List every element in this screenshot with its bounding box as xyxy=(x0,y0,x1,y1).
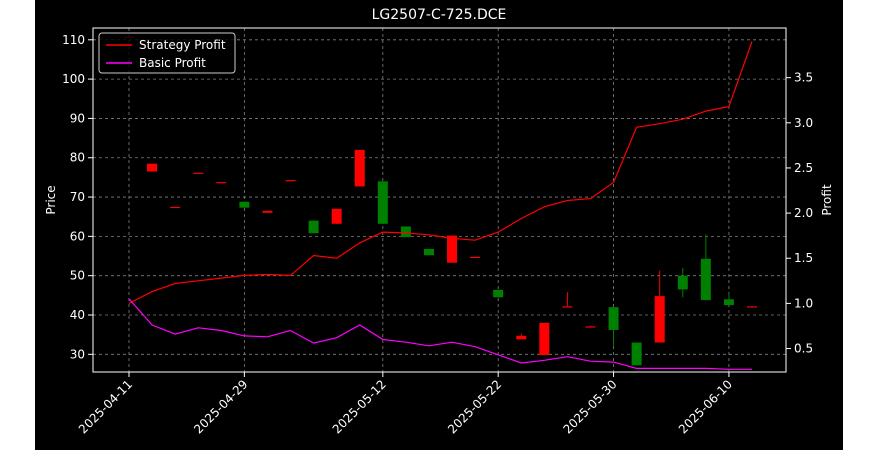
series-line-strategy-profit xyxy=(128,41,753,304)
candle-body xyxy=(400,226,411,238)
y-axis-label-right: Profit xyxy=(820,184,834,216)
y-tick-label-right: 0.5 xyxy=(794,342,813,356)
candle-body xyxy=(747,306,757,308)
y-tick-label-right: 3.0 xyxy=(794,116,813,130)
y-tick-label-right: 1.5 xyxy=(794,251,813,265)
candle-body xyxy=(147,163,158,172)
candle-body xyxy=(562,306,573,308)
candle-body xyxy=(354,149,365,187)
candle-body xyxy=(239,201,250,208)
y-tick-label-left: 80 xyxy=(70,151,85,165)
grid-lines xyxy=(93,28,786,372)
candle-body xyxy=(585,326,596,328)
candle-body xyxy=(677,275,688,290)
legend-label: Basic Profit xyxy=(139,56,206,70)
candle-body xyxy=(723,299,734,306)
candle-body xyxy=(493,289,504,298)
y-tick-label-right: 2.0 xyxy=(794,206,813,220)
x-tick-label: 2025-05-30 xyxy=(560,377,619,436)
chart-title: LG2507-C-725.DCE xyxy=(372,7,507,23)
y-tick-label-left: 110 xyxy=(62,33,85,47)
candle-body xyxy=(608,307,619,330)
x-tick-label: 2025-05-12 xyxy=(330,377,389,436)
y-tick-label-left: 70 xyxy=(70,190,85,204)
profit-lines xyxy=(128,41,753,370)
series-line-basic-profit xyxy=(128,298,752,370)
candle-body xyxy=(631,342,642,366)
candle-body xyxy=(516,335,527,340)
plot-frame xyxy=(92,27,787,373)
candle-body xyxy=(423,248,434,256)
y-tick-label-right: 3.5 xyxy=(794,71,813,85)
candle-body xyxy=(447,235,458,263)
y-tick-label-right: 1.0 xyxy=(794,296,813,310)
candle-body xyxy=(700,258,711,301)
y-tick-label-right: 2.5 xyxy=(794,161,813,175)
y-tick-label-left: 50 xyxy=(70,269,85,283)
axes: 2025-04-11 2025-04-29 2025-05-12 2025-05-22… xyxy=(62,33,813,437)
x-tick-label: 2025-06-10 xyxy=(676,377,735,436)
candle-body xyxy=(470,256,481,259)
y-tick-label-left: 40 xyxy=(70,308,85,322)
y-axis-label-left: Price xyxy=(44,185,58,214)
candle-body xyxy=(285,180,296,182)
candles xyxy=(124,36,757,366)
candle-body xyxy=(308,220,319,234)
x-tick-label: 2025-04-11 xyxy=(76,377,135,436)
legend: Strategy Profit Basic Profit xyxy=(98,32,236,74)
y-tick-label-left: 30 xyxy=(70,347,85,361)
figure-background xyxy=(35,0,843,450)
y-tick-label-left: 100 xyxy=(62,72,85,86)
x-tick-label: 2025-04-29 xyxy=(191,377,250,436)
candle-body xyxy=(654,296,665,343)
x-tick-label: 2025-05-22 xyxy=(445,377,504,436)
candle-body xyxy=(331,208,342,224)
candle-body xyxy=(377,181,388,224)
candle-body xyxy=(539,322,550,356)
candle-body xyxy=(216,182,227,184)
legend-label: Strategy Profit xyxy=(139,38,226,52)
legend-box xyxy=(98,32,236,74)
candle-body xyxy=(170,206,181,209)
y-tick-label-left: 60 xyxy=(70,229,85,243)
candle-body xyxy=(262,210,273,213)
candle-body xyxy=(193,172,204,174)
y-tick-label-left: 90 xyxy=(70,111,85,125)
